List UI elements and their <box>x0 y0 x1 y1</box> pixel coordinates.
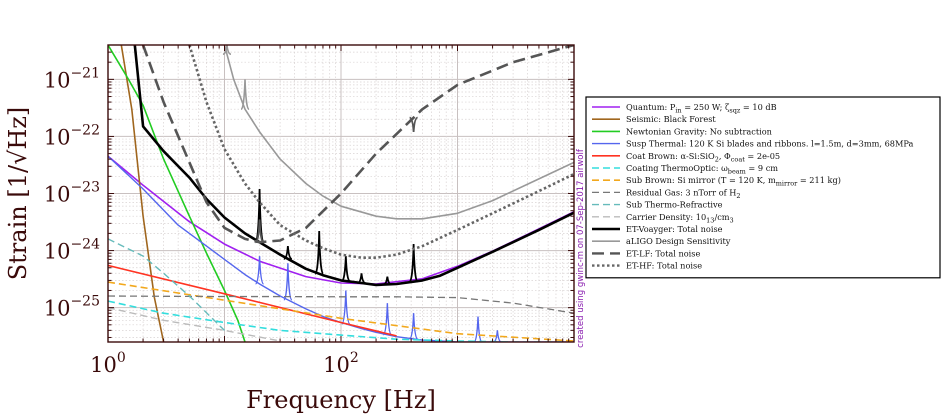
resonance-peak-12-1 <box>409 116 418 132</box>
y-tick-label: 10−22 <box>44 122 100 149</box>
x-tick-label: 100 <box>90 350 126 377</box>
series-line-11 <box>223 45 574 220</box>
resonance-peak-10-6 <box>408 244 419 283</box>
resonance-peak-11-0 <box>222 45 232 55</box>
legend-label-11: aLIGO Design Sensitivity <box>626 236 731 246</box>
legend: Quantum: Pin = 250 W; ζsqz = 10 dBSeismi… <box>585 96 941 279</box>
legend-label-4: Coat Brown: α-Si:SiO2, Φcoat = 2e-05 <box>626 151 780 164</box>
legend-label-7: Residual Gas: 3 nTorr of H2 <box>626 187 741 200</box>
y-tick-label: 10−23 <box>44 180 100 207</box>
watermark-text: created using gwinc-m on 07-Sep-2017 air… <box>576 148 586 348</box>
legend-label-5: Coating ThermoOptic: ωbeam = 9 cm <box>626 163 778 176</box>
series-line-9 <box>108 306 281 342</box>
resonance-peak-10-4 <box>357 273 366 284</box>
series-line-6 <box>108 281 574 342</box>
series-line-10 <box>133 45 574 287</box>
x-tick-label: 102 <box>323 350 359 377</box>
y-tick-label: 10−21 <box>44 65 100 92</box>
legend-label-2: Newtonian Gravity: No subtraction <box>626 126 773 136</box>
resonance-peak-3-4 <box>409 313 418 340</box>
series-line-4 <box>108 264 397 337</box>
legend-label-13: ET-HF: Total noise <box>626 261 702 271</box>
resonance-peak-10-1 <box>283 245 293 260</box>
y-axis-label: Strain [1/√Hz] <box>4 107 32 281</box>
x-axis-label: Frequency [Hz] <box>246 386 436 414</box>
resonance-peak-11-1 <box>240 79 250 110</box>
resonance-peak-3-2 <box>341 290 351 325</box>
legend-label-1: Seismic: Black Forest <box>626 114 716 124</box>
series-line-2 <box>108 45 246 342</box>
series-line-7 <box>108 295 574 314</box>
series-line-13 <box>188 45 574 260</box>
legend-label-6: Sub Brown: Si mirror (T = 120 K, mmirror… <box>626 175 841 188</box>
legend-label-12: ET-LF: Total noise <box>626 248 701 258</box>
resonance-peak-10-0 <box>254 188 265 244</box>
resonance-peak-3-5 <box>473 316 483 342</box>
legend-label-10: ET-Voayger: Total noise <box>626 224 723 234</box>
legend-label-8: Sub Thermo-Refractive <box>626 200 723 210</box>
resonance-peak-10-2 <box>314 231 325 275</box>
resonance-peak-3-0 <box>255 256 264 285</box>
y-tick-label: 10−24 <box>44 237 100 264</box>
resonance-peak-3-3 <box>382 303 392 336</box>
y-tick-label: 10−25 <box>44 294 100 321</box>
resonance-peak-12-0 <box>255 219 264 244</box>
series-line-12 <box>141 45 574 244</box>
tick-labels: 100 102 10−21 10−22 10−23 10−24 10−25 <box>44 65 359 377</box>
axes-frame <box>107 44 575 343</box>
legend-box <box>585 96 941 279</box>
resonance-peak-10-5 <box>383 276 392 286</box>
legend-label-0: Quantum: Pin = 250 W; ζsqz = 10 dB <box>626 102 777 115</box>
series-line-8 <box>108 238 225 331</box>
legend-label-3: Susp Thermal: 120 K Si blades and ribbon… <box>626 139 914 149</box>
legend-label-9: Carrier Density: 1013/cm3 <box>626 212 734 225</box>
